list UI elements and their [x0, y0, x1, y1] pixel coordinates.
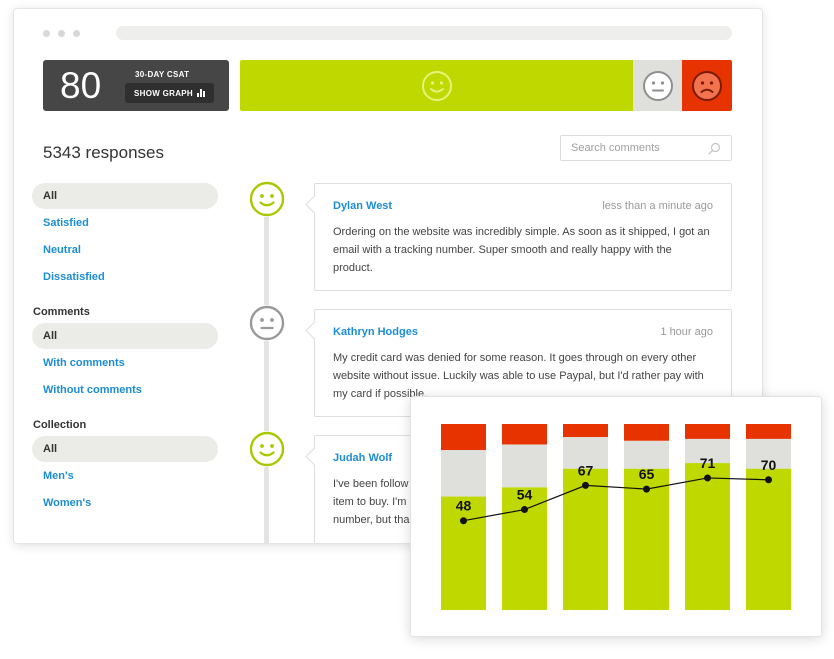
csat-trend-chart: 48 54 67 65 71 70	[441, 424, 791, 610]
bar-segment-dissatisfied	[624, 424, 669, 441]
feedback-text: My credit card was denied for some reaso…	[333, 352, 704, 400]
bar-segment-neutral	[502, 444, 547, 488]
timeline-line	[264, 214, 269, 543]
filter-all-comments[interactable]: All	[32, 323, 218, 349]
bar-segment-neutral	[624, 440, 669, 469]
data-label: 71	[700, 455, 716, 471]
bar-segment-satisfied	[502, 487, 547, 610]
bar-segment-dissatisfied	[502, 424, 547, 445]
neutral-face-icon	[642, 70, 673, 101]
filter-dissatisfied[interactable]: Dissatisfied	[43, 271, 105, 283]
neutral-face-icon	[249, 305, 285, 341]
window-dot[interactable]	[58, 30, 65, 37]
data-label: 65	[639, 466, 655, 482]
bar-segment-neutral	[685, 438, 730, 464]
filter-without-comments[interactable]: Without comments	[43, 384, 142, 396]
bar-chart-icon	[197, 89, 205, 97]
smiley-face-icon	[421, 70, 452, 101]
trend-point	[643, 485, 650, 493]
trend-point	[521, 506, 528, 514]
search-comments-box[interactable]	[560, 135, 732, 161]
customer-name-link[interactable]: Dylan West	[333, 200, 393, 212]
filter-mens[interactable]: Men's	[43, 470, 74, 482]
feedback-text: Ordering on the website was incredibly s…	[333, 226, 710, 274]
data-label: 70	[761, 457, 777, 473]
bar-segment-neutral	[746, 438, 791, 469]
collection-heading: Collection	[33, 419, 87, 431]
dissatisfied-segment[interactable]	[682, 60, 732, 111]
satisfied-segment[interactable]	[240, 60, 633, 111]
show-graph-label: SHOW GRAPH	[134, 88, 193, 98]
customer-name-link[interactable]: Kathryn Hodges	[333, 326, 418, 338]
filter-all-collection[interactable]: All	[32, 436, 218, 462]
address-bar[interactable]	[116, 26, 732, 40]
feedback-text: I've been follow item to buy. I'm number…	[333, 478, 410, 526]
window-dot[interactable]	[73, 30, 80, 37]
csat-distribution-bar	[240, 60, 732, 111]
bar-segment-dissatisfied	[563, 424, 608, 438]
filter-all-sentiment[interactable]: All	[32, 183, 218, 209]
bar-segment-dissatisfied	[746, 424, 791, 439]
feedback-timestamp: 1 hour ago	[660, 326, 713, 338]
csat-score-label: 30-DAY CSAT	[135, 70, 190, 79]
csat-graph-card: 48 54 67 65 71 70	[410, 396, 822, 637]
trend-point	[582, 481, 589, 489]
csat-score-value: 80	[60, 65, 102, 106]
filter-womens[interactable]: Women's	[43, 497, 92, 509]
data-label: 67	[578, 462, 594, 478]
search-icon[interactable]	[708, 142, 721, 155]
bar-segment-dissatisfied	[441, 424, 486, 451]
data-label: 54	[517, 487, 533, 503]
bar-segment-satisfied	[563, 468, 608, 610]
window-dot[interactable]	[43, 30, 50, 37]
customer-name-link[interactable]: Judah Wolf	[333, 452, 393, 464]
filter-satisfied[interactable]: Satisfied	[43, 217, 89, 229]
bar-segment-satisfied	[746, 468, 791, 610]
satisfied-face-icon	[249, 431, 285, 467]
filter-sidebar: All Satisfied Neutral Dissatisfied Comme…	[32, 183, 218, 517]
search-input[interactable]	[571, 142, 691, 154]
bar-segment-satisfied	[441, 496, 486, 610]
feedback-card: Dylan West less than a minute ago Orderi…	[314, 183, 732, 291]
trend-line	[463, 477, 769, 522]
filter-with-comments[interactable]: With comments	[43, 357, 125, 369]
filter-neutral[interactable]: Neutral	[43, 244, 81, 256]
neutral-segment[interactable]	[633, 60, 682, 111]
data-label: 48	[456, 498, 472, 514]
trend-point	[704, 474, 711, 482]
feedback-timestamp: less than a minute ago	[602, 200, 713, 212]
bar-segment-dissatisfied	[685, 424, 730, 439]
satisfied-face-icon	[249, 181, 285, 217]
comments-heading: Comments	[33, 306, 90, 318]
bar-segment-satisfied	[685, 463, 730, 610]
responses-count: 5343 responses	[43, 143, 164, 162]
trend-point	[460, 517, 467, 525]
window-controls	[43, 30, 80, 37]
trend-point	[765, 476, 772, 484]
show-graph-button[interactable]: SHOW GRAPH	[125, 83, 214, 103]
csat-score-panel: 80 30-DAY CSAT SHOW GRAPH	[43, 60, 229, 111]
frown-face-icon	[692, 70, 722, 101]
bar-segment-neutral	[563, 437, 608, 469]
bar-segment-neutral	[441, 450, 486, 497]
